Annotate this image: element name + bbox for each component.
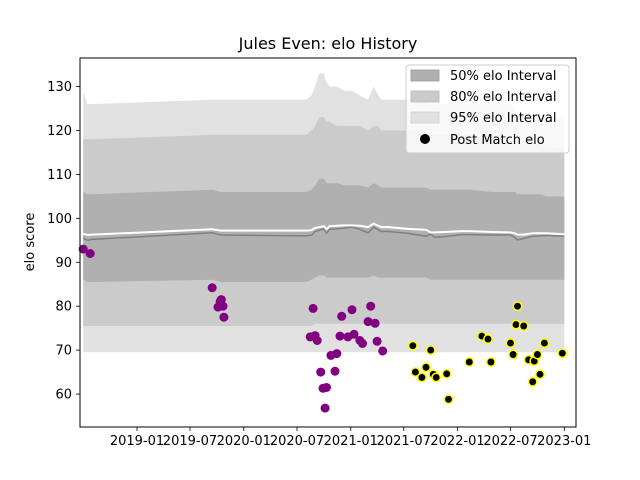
legend-swatch-band95 [410, 111, 440, 124]
y-tick-label: 110 [47, 168, 72, 183]
data-point [218, 301, 228, 311]
legend-label-band50: 50% elo Interval [450, 69, 557, 84]
y-axis-label: elo score [23, 213, 38, 272]
x-tick-label: 2021-07 [377, 434, 431, 449]
data-point [407, 340, 418, 351]
data-point [505, 338, 516, 349]
data-point [483, 334, 493, 345]
y-tick-label: 130 [47, 80, 72, 95]
y-tick-label: 120 [47, 124, 72, 139]
x-tick-label: 2019-07 [163, 434, 217, 449]
legend-swatch-band50 [410, 69, 440, 82]
legend-label-band95: 95% elo Interval [450, 111, 557, 126]
data-point [322, 383, 331, 392]
y-tick-label: 100 [47, 212, 72, 227]
data-point [421, 362, 431, 373]
x-tick-label: 2020-07 [270, 434, 324, 449]
x-tick-label: 2023-01 [537, 434, 591, 449]
legend-marker-points [420, 134, 430, 144]
y-tick-label: 90 [55, 256, 72, 271]
data-point [308, 303, 318, 313]
data-point [508, 349, 519, 360]
data-point [511, 319, 521, 330]
post-match-points [78, 244, 568, 413]
data-point [370, 318, 380, 328]
data-point [425, 345, 436, 356]
data-point [416, 372, 427, 383]
legend-frame [405, 64, 570, 154]
x-tick-label: 2022-01 [430, 434, 484, 449]
data-point [320, 403, 330, 413]
data-point [85, 249, 95, 258]
data-point [349, 329, 359, 339]
data-point [431, 372, 442, 383]
y-axis-ticks: 60 70 80 90 100 110 120 130 [47, 80, 80, 403]
data-point [335, 331, 345, 341]
data-point [518, 321, 529, 331]
data-point [464, 357, 475, 367]
legend-label-band80: 80% elo Interval [450, 90, 557, 105]
data-point [378, 346, 388, 356]
band-50 [83, 178, 565, 282]
data-point [512, 301, 523, 312]
data-point [410, 367, 421, 378]
data-point [332, 349, 342, 359]
data-point [539, 338, 550, 349]
center-lines [82, 222, 565, 242]
data-point [312, 336, 322, 345]
data-point [363, 317, 373, 327]
y-tick-label: 70 [55, 344, 72, 359]
legend-swatch-band80 [410, 90, 440, 103]
data-point [441, 368, 452, 379]
x-tick-label: 2020-01 [217, 434, 271, 449]
chart-title: Jules Even: elo History [238, 34, 418, 53]
data-point [78, 244, 88, 254]
x-tick-label: 2021-01 [324, 434, 378, 449]
y-tick-label: 60 [55, 388, 72, 403]
plot-frame [79, 57, 577, 428]
data-point [535, 369, 545, 380]
legend-label-points: Post Match elo [450, 133, 545, 148]
data-point [372, 336, 382, 346]
data-point [330, 366, 340, 376]
median-line [82, 222, 565, 237]
y-tick-label: 80 [55, 300, 72, 315]
data-point [557, 348, 568, 359]
x-tick-label: 2019-01 [110, 434, 164, 449]
data-point [207, 283, 217, 293]
data-point [316, 367, 326, 377]
data-point [337, 311, 347, 321]
data-point [485, 357, 496, 367]
data-point [527, 376, 538, 387]
data-point [358, 339, 367, 348]
legend: 50% elo Interval 80% elo Interval 95% el… [405, 64, 570, 154]
data-point [219, 312, 229, 322]
data-point [366, 301, 376, 311]
data-point [532, 349, 543, 360]
mean-line [82, 226, 565, 242]
data-point [443, 394, 454, 405]
x-tick-label: 2022-07 [483, 434, 537, 449]
data-point [347, 305, 357, 315]
